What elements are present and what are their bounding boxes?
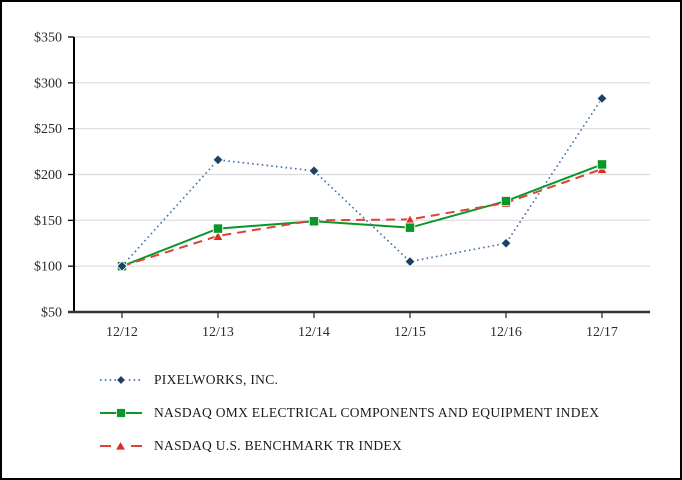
x-tick-label: 12/14	[298, 325, 330, 340]
series-line-pixelworks-inc	[121, 97, 603, 267]
legend-label-nasdaq-omx-electrical: NASDAQ OMX ELECTRICAL COMPONENTS AND EQU…	[154, 404, 600, 420]
x-tick-label: 12/12	[106, 325, 138, 340]
x-tick-label: 12/15	[394, 325, 426, 340]
legend-swatch-nasdaq-benchmark-icon	[100, 440, 142, 450]
gridlines	[74, 36, 650, 267]
y-axis: $50 $100 $150 $200 $250 $300 $350	[34, 31, 75, 321]
chart-legend: PIXELWORKS, INC. NASDAQ OMX ELECTRICAL C…	[99, 363, 599, 462]
y-tick-label: $300	[34, 76, 62, 91]
legend-item-pixelworks: PIXELWORKS, INC.	[99, 363, 599, 396]
x-tick-label: 12/16	[490, 325, 522, 340]
series-line-nasdaq-omx-electrical-componen	[121, 163, 603, 268]
series-line-nasdaq-u-s-benchmark-tr-index	[121, 168, 603, 268]
legend-item-nasdaq-benchmark: NASDAQ U.S. BENCHMARK TR INDEX	[99, 429, 599, 462]
legend-swatch-nasdaq-omx-icon	[100, 407, 142, 418]
y-tick-label: $150	[34, 214, 62, 229]
x-axis: 12/12 12/13 12/14 12/15 12/16 12/17	[68, 310, 650, 340]
series-markers-nasdaq-u-s-benchmark-tr-index	[116, 163, 608, 272]
legend-item-nasdaq-omx-electrical: NASDAQ OMX ELECTRICAL COMPONENTS AND EQU…	[99, 396, 599, 429]
series-markers-pixelworks-inc	[116, 92, 608, 272]
x-tick-label: 12/13	[202, 325, 234, 340]
y-tick-label: $100	[34, 260, 62, 275]
y-tick-label: $350	[34, 31, 62, 46]
y-tick-label: $250	[34, 122, 62, 137]
legend-swatch-pixelworks-icon	[100, 374, 142, 385]
legend-label-pixelworks: PIXELWORKS, INC.	[154, 371, 279, 387]
y-tick-label: $50	[41, 306, 62, 321]
y-tick-label: $200	[34, 168, 62, 183]
legend-label-nasdaq-benchmark: NASDAQ U.S. BENCHMARK TR INDEX	[154, 437, 403, 453]
series-markers-nasdaq-omx-electrical-componen	[116, 159, 608, 272]
x-tick-label: 12/17	[586, 325, 618, 340]
